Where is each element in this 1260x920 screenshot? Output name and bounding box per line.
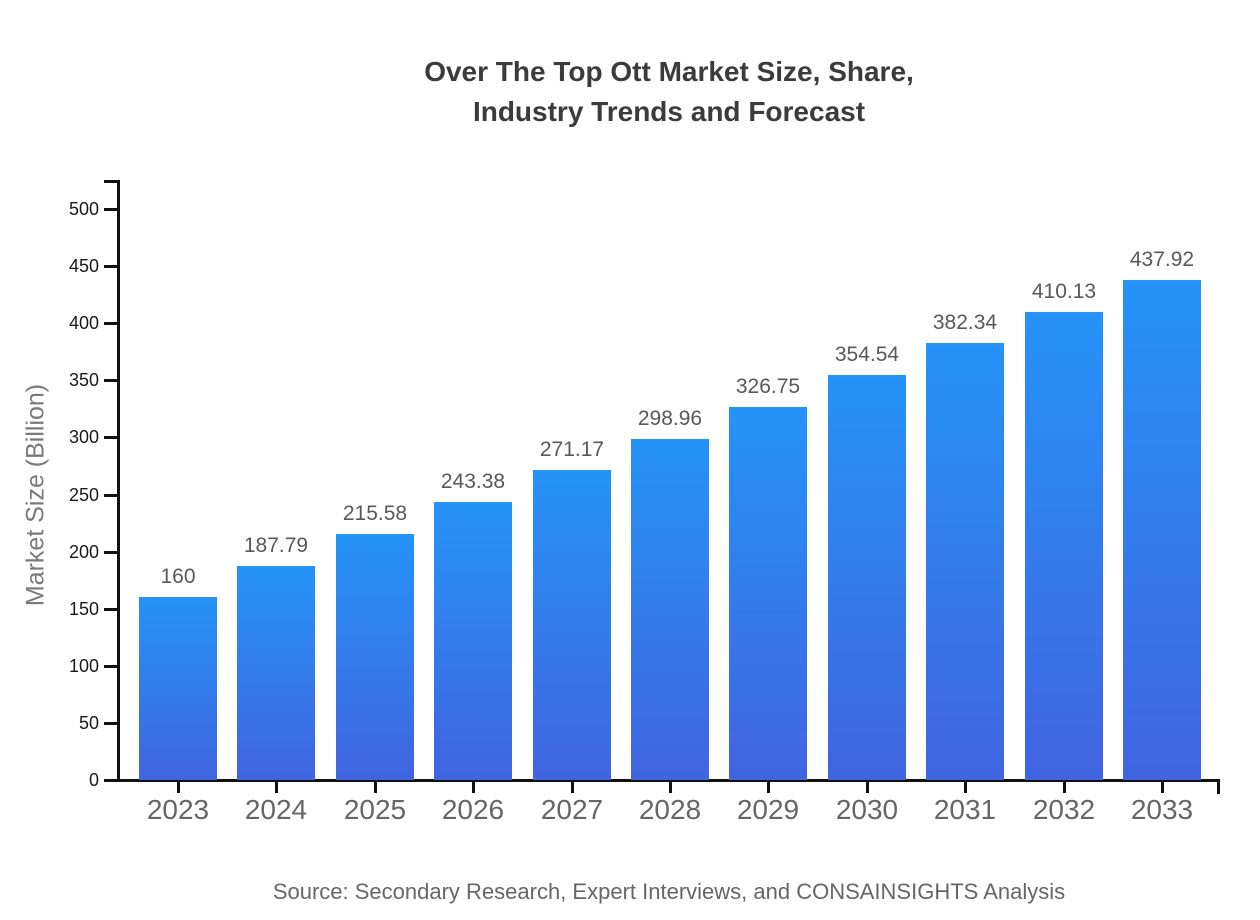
bar-value-label: 298.96: [637, 407, 703, 430]
x-tick-label: 2024: [244, 794, 308, 825]
x-axis-line: [117, 779, 1220, 782]
y-tick-mark: [104, 607, 117, 611]
x-tick-mark: [1161, 782, 1164, 793]
y-tick-label: 500: [68, 199, 99, 219]
y-tick-label: 400: [68, 313, 99, 334]
x-tick-label: 2033: [1130, 794, 1194, 825]
x-tick-mark: [275, 782, 278, 793]
x-tick-label: 2023: [146, 794, 210, 825]
x-tick-label: 2030: [835, 794, 899, 825]
bar-2030: [828, 375, 906, 780]
chart-title-line2: Industry Trends and Forecast: [472, 96, 866, 127]
y-tick-label: 300: [68, 427, 99, 448]
y-tick-mark: [104, 721, 117, 725]
bar-2031: [926, 343, 1004, 780]
y-tick-label: 0: [88, 770, 99, 790]
bar-value-label: 326.75: [735, 375, 801, 398]
y-tick-mark: [104, 265, 117, 269]
x-tick-label: 2025: [343, 794, 407, 825]
bar-value-label: 160: [160, 565, 196, 588]
y-tick-mark: [104, 436, 117, 440]
x-tick-mark: [571, 782, 574, 793]
x-tick-mark: [472, 782, 475, 793]
y-tick-label: 150: [68, 598, 99, 619]
bar-2032: [1025, 312, 1103, 780]
y-tick-mark: [104, 208, 117, 211]
y-axis-end-cap: [104, 180, 117, 183]
y-axis-line: [117, 180, 120, 782]
chart-title: Over The Top Ott Market Size, Share, Ind…: [118, 52, 1220, 132]
x-axis-end-cap: [1217, 779, 1220, 794]
y-tick-mark: [104, 493, 117, 497]
bar-value-label: 215.58: [342, 502, 408, 525]
bar-2028: [631, 439, 709, 780]
x-tick-mark: [669, 782, 672, 793]
x-tick-mark: [767, 782, 770, 793]
bar-value-label: 354.54: [834, 343, 900, 366]
y-tick-label: 200: [68, 541, 99, 562]
x-tick-mark: [177, 782, 180, 793]
source-note: Source: Secondary Research, Expert Inter…: [272, 879, 1066, 904]
x-tick-label: 2026: [441, 794, 505, 825]
bar-2025: [336, 534, 414, 780]
bar-value-label: 382.34: [932, 311, 998, 334]
x-tick-mark: [374, 782, 377, 793]
bar-2026: [434, 502, 512, 780]
y-tick-mark: [104, 664, 117, 668]
bar-2027: [533, 470, 611, 780]
y-tick-label: 450: [68, 256, 99, 277]
bar-value-label: 271.17: [539, 438, 605, 461]
bar-2024: [237, 566, 315, 780]
bar-value-label: 410.13: [1031, 280, 1097, 303]
y-tick-mark: [104, 550, 117, 554]
y-tick-label: 50: [78, 712, 99, 733]
x-tick-mark: [1063, 782, 1066, 793]
bar-2023: [139, 597, 217, 780]
bar-value-label: 437.92: [1129, 248, 1195, 271]
x-tick-label: 2029: [736, 794, 800, 825]
y-tick-label: 350: [68, 370, 99, 391]
y-tick-mark: [104, 379, 117, 383]
x-tick-label: 2027: [540, 794, 604, 825]
bar-2029: [729, 407, 807, 780]
x-tick-mark: [964, 782, 967, 793]
y-tick-mark: [104, 779, 117, 782]
bar-value-label: 243.38: [440, 470, 506, 493]
y-tick-mark: [104, 322, 117, 326]
bar-value-label: 187.79: [243, 534, 309, 557]
x-tick-mark: [866, 782, 869, 793]
chart-title-line1: Over The Top Ott Market Size, Share,: [424, 56, 914, 87]
bar-2033: [1123, 280, 1201, 780]
y-tick-label: 250: [68, 484, 99, 505]
x-tick-label: 2028: [638, 794, 702, 825]
x-tick-label: 2031: [933, 794, 997, 825]
y-tick-label: 100: [68, 655, 99, 676]
x-tick-label: 2032: [1032, 794, 1096, 825]
